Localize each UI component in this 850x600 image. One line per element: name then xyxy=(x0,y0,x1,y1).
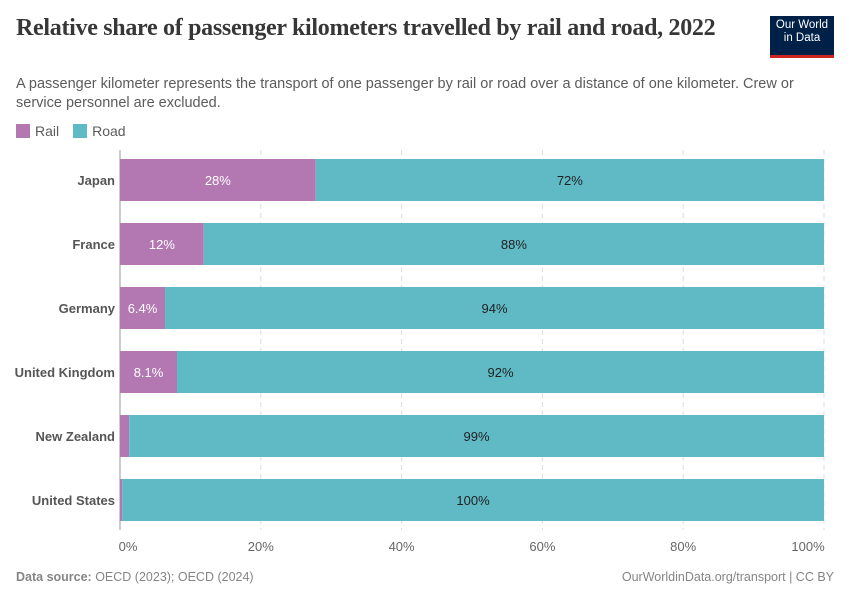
category-label: New Zealand xyxy=(36,429,116,444)
legend-item-road[interactable]: Road xyxy=(73,123,126,139)
legend-swatch-rail xyxy=(16,124,30,138)
legend-label-road: Road xyxy=(92,123,126,139)
bar-road[interactable] xyxy=(203,223,824,265)
source-text: OECD (2023); OECD (2024) xyxy=(91,570,254,584)
bar-rail[interactable] xyxy=(120,351,178,393)
owid-logo[interactable]: Our World in Data xyxy=(770,16,834,58)
x-tick-label: 60% xyxy=(529,539,555,554)
x-tick-label: 40% xyxy=(389,539,415,554)
bar-road[interactable] xyxy=(165,287,824,329)
credit-link[interactable]: OurWorldinData.org/transport | CC BY xyxy=(621,570,834,584)
bar-rail[interactable] xyxy=(120,287,166,329)
data-label: 100% xyxy=(456,493,490,508)
chart-subtitle: A passenger kilometer represents the tra… xyxy=(16,76,794,111)
bar-road[interactable] xyxy=(315,159,824,201)
data-label: 99% xyxy=(464,429,490,444)
bar-rail[interactable] xyxy=(120,223,204,265)
data-label: 72% xyxy=(557,173,583,188)
category-label: Germany xyxy=(59,301,116,316)
legend-item-rail[interactable]: Rail xyxy=(16,123,59,139)
bar-rail[interactable] xyxy=(120,415,130,457)
chart-title: Relative share of passenger kilometers t… xyxy=(16,15,716,41)
data-label: 6.4% xyxy=(128,301,158,316)
category-label: Japan xyxy=(77,173,115,188)
legend-label-rail: Rail xyxy=(35,123,60,139)
x-tick-label: 0% xyxy=(119,539,138,554)
bar-rail[interactable] xyxy=(120,159,316,201)
bar-rail[interactable] xyxy=(120,479,123,521)
bar-road[interactable] xyxy=(122,479,824,521)
category-label: United States xyxy=(32,493,115,508)
data-label: 12% xyxy=(149,237,175,252)
bar-road[interactable] xyxy=(177,351,825,393)
bar-road[interactable] xyxy=(129,415,825,457)
data-label: 92% xyxy=(487,365,513,380)
legend: Rail Road xyxy=(16,123,126,139)
data-label: 94% xyxy=(482,301,508,316)
source-label: Data source: xyxy=(16,570,92,584)
x-tick-label: 80% xyxy=(670,539,696,554)
data-label: 8.1% xyxy=(134,365,164,380)
x-tick-label: 20% xyxy=(248,539,274,554)
x-tick-label: 100% xyxy=(791,539,825,554)
data-source: Data source: OECD (2023); OECD (2024) xyxy=(16,570,254,584)
category-label: United Kingdom xyxy=(15,365,115,380)
category-label: France xyxy=(72,237,115,252)
data-label: 28% xyxy=(205,173,231,188)
legend-swatch-road xyxy=(73,124,88,138)
data-label: 88% xyxy=(501,237,527,252)
